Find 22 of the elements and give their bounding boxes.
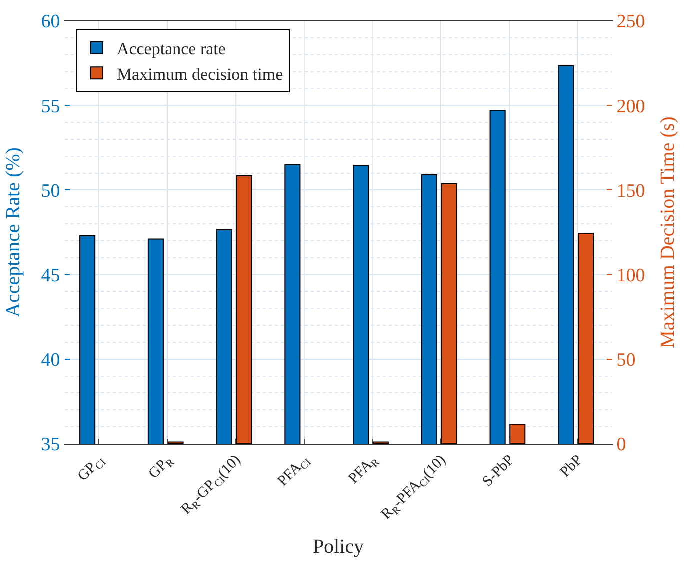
- x-tick-label: PbP: [558, 452, 586, 481]
- y-tick-label: 50: [41, 180, 60, 202]
- y2-tick-label: 200: [616, 96, 646, 118]
- y2-tick-label: 100: [616, 265, 646, 286]
- y-tick-label: 60: [41, 12, 60, 33]
- y2-tick-label: 150: [616, 180, 646, 202]
- bar: [510, 424, 526, 444]
- legend-label: Acceptance rate: [116, 40, 226, 59]
- y-tick-label: 35: [41, 434, 60, 456]
- y-tick-label: 40: [41, 350, 60, 372]
- y-tick-label: 45: [41, 265, 60, 286]
- bar: [236, 175, 252, 444]
- legend-label: Maximum decision time: [116, 64, 284, 84]
- bar: [441, 183, 458, 444]
- y2-tick-label: 50: [616, 350, 636, 372]
- y-tick-label: 55: [41, 96, 60, 118]
- y2-tick-label: 0: [616, 434, 626, 456]
- y2-axis-title: Maximum Decision Time (s): [656, 116, 679, 348]
- y-axis-title: Acceptance Rate (%): [2, 148, 25, 318]
- y2-tick-label: 250: [616, 12, 646, 33]
- x-axis-title: Policy: [312, 536, 364, 558]
- bar: [578, 233, 594, 444]
